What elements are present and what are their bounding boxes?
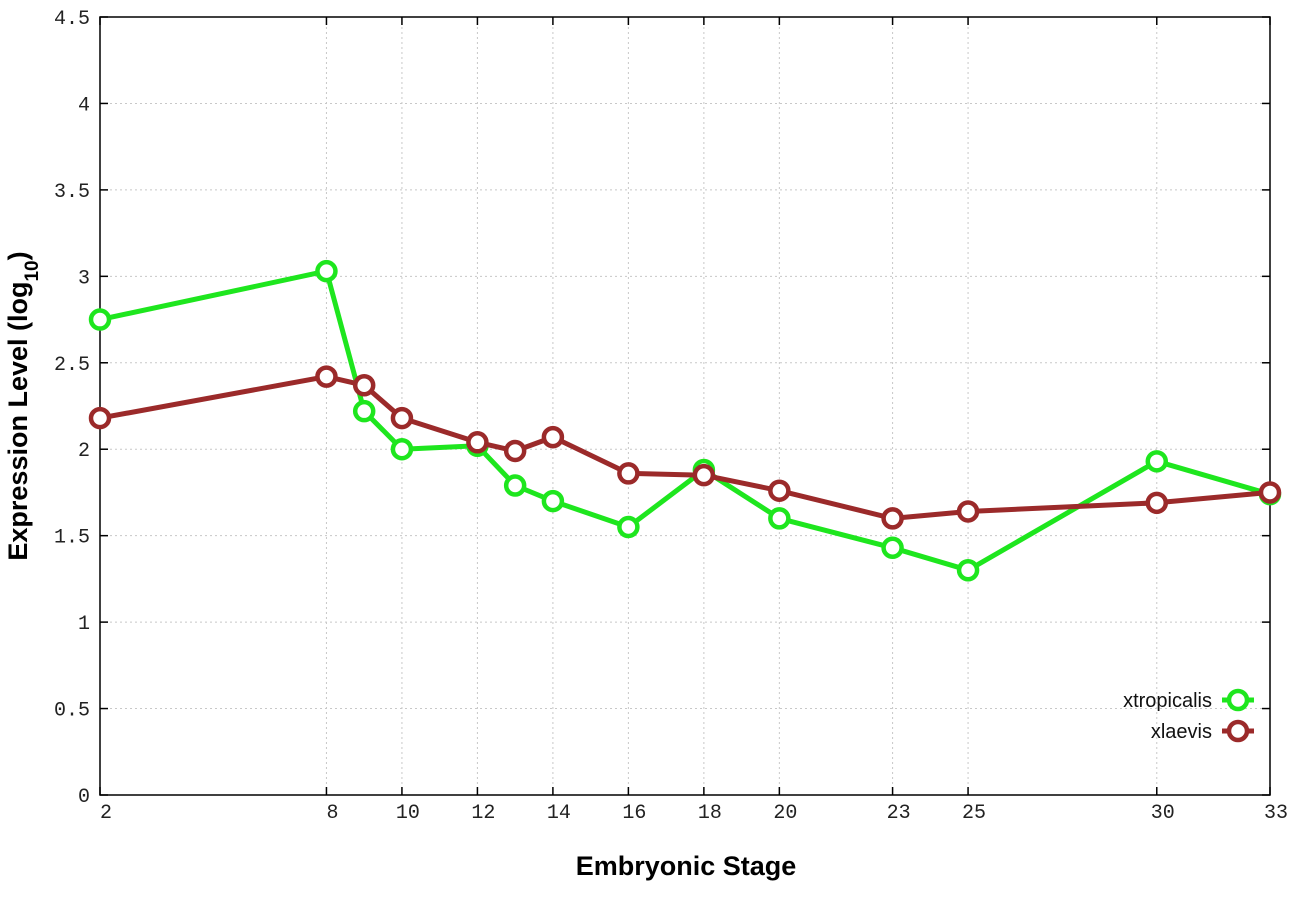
x-tick-label: 30: [1151, 802, 1175, 825]
y-tick-label: 1: [78, 613, 90, 636]
y-tick-label: 3.5: [54, 181, 90, 204]
data-point-xtropicalis: [956, 558, 980, 582]
series-xtropicalis: [88, 259, 1282, 582]
x-tick-label: 12: [471, 802, 495, 825]
y-tick-label: 1.5: [54, 527, 90, 550]
x-tick-label: 33: [1264, 802, 1288, 825]
data-point-xlaevis: [1145, 491, 1169, 515]
x-tick-label: 18: [698, 802, 722, 825]
y-axis-title-close: ): [3, 251, 33, 260]
x-tick-label: 25: [962, 802, 986, 825]
y-tick-label: 3: [78, 267, 90, 290]
data-point-xlaevis: [390, 406, 414, 430]
data-point-xtropicalis: [881, 536, 904, 560]
data-point-xtropicalis: [352, 399, 376, 423]
series-line-xtropicalis: [99, 268, 1271, 573]
plot-frame: [99, 16, 1271, 796]
data-point-xtropicalis: [503, 474, 527, 497]
data-point-xlaevis: [881, 507, 904, 530]
data-point-xlaevis: [956, 500, 980, 523]
data-point-xtropicalis: [1145, 450, 1169, 473]
data-point-xlaevis: [692, 463, 716, 487]
data-point-xtropicalis: [315, 259, 338, 283]
data-point-xlaevis: [88, 406, 112, 430]
data-point-xlaevis: [1258, 481, 1282, 504]
data-point-xlaevis: [466, 431, 489, 454]
data-point-xlaevis: [315, 365, 338, 388]
data-point-xtropicalis: [541, 489, 565, 513]
axis-ticks: 0 0.5 1 1.5 2 2.5 3 3.5 4 4.5 2 8 10 12 14 16 18 20 23 25 30…: [54, 8, 1288, 825]
y-tick-label: 0.5: [54, 700, 90, 723]
y-axis-title: Expression Level (log10): [3, 251, 43, 560]
data-point-xlaevis: [768, 479, 791, 502]
legend: xtropicalis xlaevis: [1123, 688, 1254, 743]
legend-label-xtropicalis: xtropicalis: [1123, 690, 1212, 712]
legend-marker-xtropicalis: [1226, 688, 1250, 712]
data-point-xlaevis: [617, 462, 640, 485]
data-point-xlaevis: [503, 439, 527, 463]
y-tick-label: 2: [78, 440, 90, 463]
x-tick-label: 16: [622, 802, 646, 825]
data-point-xtropicalis: [390, 437, 414, 461]
x-axis-title: Embryonic Stage: [576, 851, 797, 881]
x-tick-label: 23: [887, 802, 911, 825]
data-point-xlaevis: [352, 374, 376, 397]
data-point-xtropicalis: [768, 507, 791, 530]
series-xlaevis: [88, 365, 1282, 530]
y-tick-label: 2.5: [54, 354, 90, 377]
y-tick-label: 0: [78, 786, 90, 809]
legend-marker-xlaevis: [1226, 719, 1250, 743]
data-point-xtropicalis: [617, 515, 640, 539]
grid: [100, 17, 1270, 795]
series-layer: [88, 259, 1282, 582]
legend-label-xlaevis: xlaevis: [1151, 721, 1212, 743]
x-tick-label: 2: [100, 802, 112, 825]
y-tick-label: 4.5: [54, 8, 90, 31]
y-axis-title-subscript: 10: [22, 260, 43, 281]
y-tick-label: 4: [78, 94, 90, 117]
x-tick-label: 8: [326, 802, 338, 825]
y-axis-title-main: Expression Level (log: [3, 282, 33, 561]
data-point-xtropicalis: [88, 308, 112, 331]
x-tick-label: 14: [547, 802, 571, 825]
x-tick-label: 10: [396, 802, 420, 825]
x-tick-label: 20: [773, 802, 797, 825]
data-point-xlaevis: [541, 425, 565, 449]
